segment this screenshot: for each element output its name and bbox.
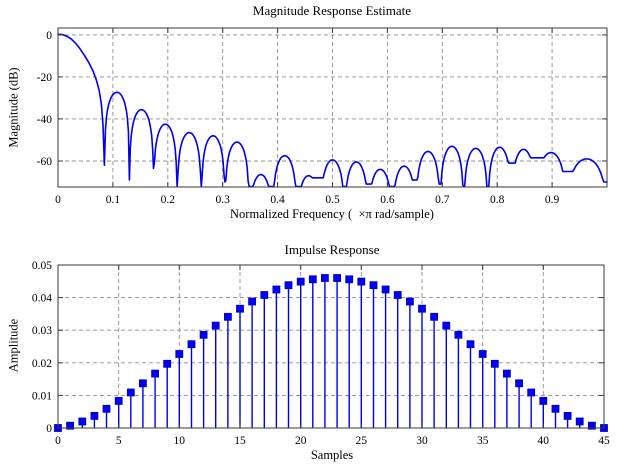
svg-text:0.02: 0.02 [32, 358, 52, 370]
impulse-xlabel: Samples [310, 448, 354, 462]
magnitude-tick-labels: 0 0.1 0.2 0.3 0.4 0.5 0.6 0.7 0.8 0.9 0 -20 -40 -60 [37, 30, 560, 206]
magnitude-ylabel: Magnitude (dB) [6, 67, 21, 148]
svg-text:20: 20 [295, 435, 307, 447]
impulse-axes [57, 264, 605, 429]
svg-text:0.05: 0.05 [32, 260, 52, 272]
impulse-tick-labels: 0 5 10 15 20 25 30 35 40 45 0 0.01 0.02 0.03 0.04 0.05 [32, 260, 610, 447]
impulse-stems [69, 278, 593, 428]
svg-text:0: 0 [55, 194, 61, 206]
svg-text:-40: -40 [37, 114, 53, 126]
magnitude-plot-title: Magnitude Response Estimate [252, 3, 412, 18]
svg-text:0: 0 [46, 30, 52, 42]
svg-text:0.3: 0.3 [216, 194, 231, 206]
svg-text:40: 40 [538, 435, 550, 447]
svg-text:-20: -20 [37, 72, 53, 84]
svg-text:0: 0 [46, 423, 52, 435]
svg-text:0.6: 0.6 [380, 194, 395, 206]
impulse-ylabel: Amplitude [6, 318, 21, 373]
svg-text:0.2: 0.2 [161, 194, 176, 206]
magnitude-response-curve [57, 33, 608, 188]
svg-text:25: 25 [356, 435, 368, 447]
svg-text:0.4: 0.4 [270, 194, 285, 206]
svg-text:0.5: 0.5 [325, 194, 340, 206]
svg-text:0: 0 [55, 435, 61, 447]
svg-text:0.03: 0.03 [32, 325, 52, 337]
svg-text:0.1: 0.1 [106, 194, 121, 206]
svg-text:0.9: 0.9 [545, 194, 560, 206]
svg-text:5: 5 [116, 435, 122, 447]
magnitude-xlabel: Normalized Frequency ( ×π rad/sample) [230, 207, 434, 221]
svg-text:0.7: 0.7 [435, 194, 450, 206]
impulse-grid [58, 265, 604, 428]
svg-text:0.01: 0.01 [32, 390, 52, 402]
magnitude-axes [57, 27, 608, 188]
svg-text:15: 15 [234, 435, 246, 447]
svg-text:0.04: 0.04 [32, 293, 52, 305]
svg-text:45: 45 [598, 435, 610, 447]
impulse-plot-title: Impulse Response [284, 242, 380, 257]
svg-text:0.8: 0.8 [490, 194, 505, 206]
svg-text:-60: -60 [37, 156, 53, 168]
svg-text:10: 10 [174, 435, 186, 447]
magnitude-grid [58, 28, 607, 187]
svg-text:35: 35 [477, 435, 489, 447]
svg-text:30: 30 [416, 435, 428, 447]
